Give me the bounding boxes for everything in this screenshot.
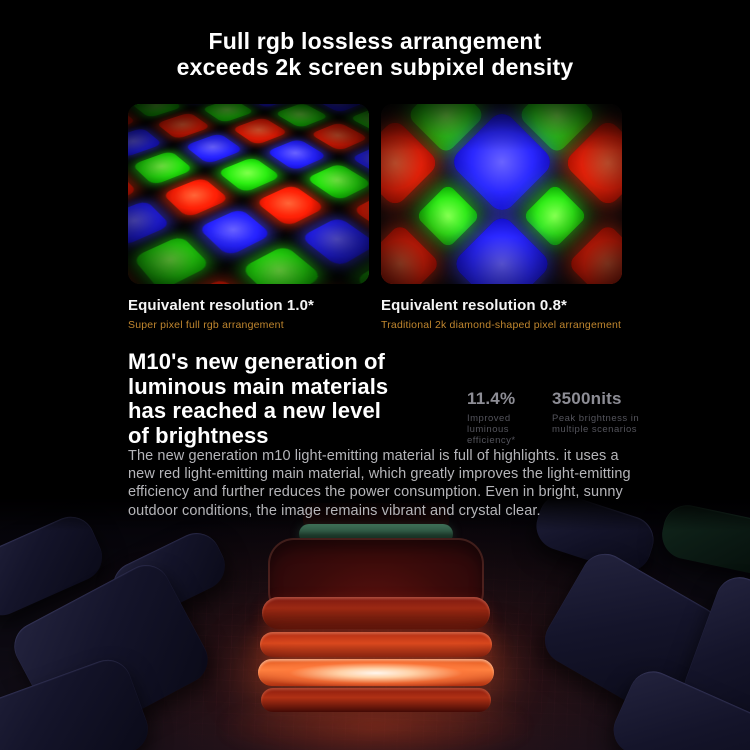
caption-full-rgb: Equivalent resolution 1.0* Super pixel f…	[128, 297, 373, 331]
scene-top-fade	[0, 497, 750, 531]
subpixel-tile	[183, 133, 244, 165]
caption-diamond-title: Equivalent resolution 0.8*	[381, 297, 567, 314]
subpixel-tile	[254, 184, 326, 227]
subpixel-tile	[265, 138, 328, 171]
subpixel-tile	[216, 156, 281, 193]
stat-label: Peak brightness in multiple scenarios	[552, 413, 640, 435]
subpixel-diamond	[415, 183, 481, 249]
caption-diamond-subtitle: Traditional 2k diamond-shaped pixel arra…	[381, 319, 622, 331]
subpixel-tile	[299, 216, 369, 268]
subpixel-tile	[128, 266, 140, 284]
stat-label: Improved luminous efficiency*	[467, 413, 516, 446]
subpixel-diamond	[566, 223, 622, 284]
brightness-body-text: The new generation m10 light-emitting ma…	[128, 448, 631, 519]
pixel-card-full-rgb-image	[128, 104, 369, 284]
device-scene	[0, 497, 750, 750]
subpixel-tile	[309, 122, 369, 152]
stat-value: 11.4%	[467, 389, 516, 408]
pixel-comparison-section	[128, 104, 622, 284]
stack-layer-bottom	[261, 688, 491, 712]
stack-layer-red	[260, 632, 492, 657]
subpixel-tile	[197, 208, 272, 257]
subpixel-tile	[231, 117, 289, 146]
subpixel-tile	[201, 104, 255, 123]
subpixel-tile	[240, 245, 323, 284]
subpixel-diamond	[521, 183, 588, 249]
caption-full-rgb-subtitle: Super pixel full rgb arrangement	[128, 319, 284, 331]
subpixel-tile	[131, 150, 194, 186]
stack-top-tray-rim	[262, 597, 490, 629]
subpixel-tile	[128, 200, 171, 247]
subpixel-tile	[130, 104, 182, 118]
subpixel-tile	[353, 255, 369, 284]
pixel-card-diamond-image	[381, 104, 622, 284]
subpixel-tile	[131, 235, 211, 284]
subpixel-tile	[155, 112, 211, 140]
stat-peak-brightness: 3500nits Peak brightness in multiple sce…	[552, 389, 639, 435]
subpixel-tile	[128, 127, 163, 158]
diamond-pixel-field	[381, 104, 622, 284]
subpixel-tile	[242, 104, 294, 108]
caption-full-rgb-title: Equivalent resolution 1.0*	[128, 297, 314, 314]
brightness-heading: M10's new generation of luminous main ma…	[128, 349, 389, 448]
page-title: Full rgb lossless arrangement exceeds 2k…	[176, 28, 574, 80]
subpixel-tile	[161, 177, 230, 218]
stat-luminous-efficiency: 11.4% Improved luminous efficiency*	[467, 389, 516, 446]
stack-layer-glowing	[258, 659, 494, 686]
subpixel-tile	[305, 163, 369, 201]
rgb-mosaic-grid	[128, 104, 369, 284]
subpixel-tile	[273, 104, 329, 129]
caption-diamond: Equivalent resolution 0.8* Traditional 2…	[381, 297, 626, 331]
stat-value: 3500nits	[552, 389, 622, 408]
